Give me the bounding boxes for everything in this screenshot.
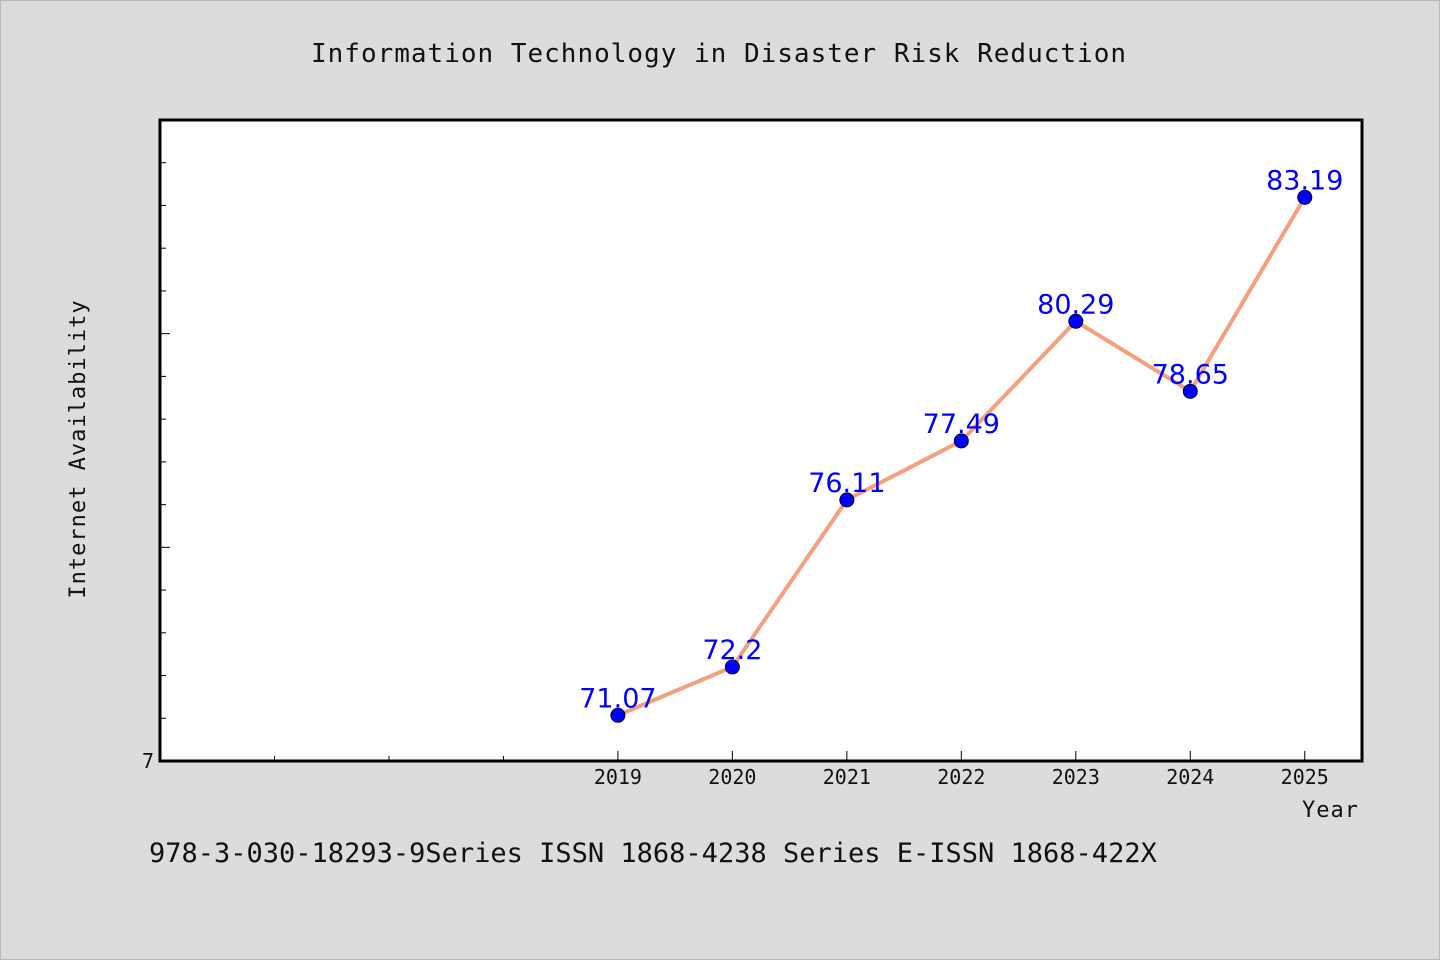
data-point bbox=[1068, 313, 1084, 329]
y-axis-ticks: 7 bbox=[142, 119, 170, 773]
x-axis-ticks: 2019 2020 2021 2022 2023 2024 2025 bbox=[273, 751, 1329, 789]
x-tick-label: 2022 bbox=[937, 765, 985, 789]
y-axis-label: Internet Availability bbox=[66, 299, 91, 598]
chart-title: Information Technology in Disaster Risk … bbox=[311, 39, 1127, 69]
data-point bbox=[724, 659, 740, 675]
x-tick-label: 2023 bbox=[1052, 765, 1100, 789]
y-tick-label: 7 bbox=[142, 749, 154, 773]
x-tick-label: 2025 bbox=[1281, 765, 1329, 789]
x-tick-label: 2024 bbox=[1166, 765, 1214, 789]
x-tick-label: 2021 bbox=[823, 765, 871, 789]
x-axis-label: Year bbox=[1302, 798, 1359, 823]
data-point bbox=[1182, 383, 1198, 399]
x-tick-label: 2019 bbox=[594, 765, 642, 789]
data-point bbox=[610, 707, 626, 723]
data-point bbox=[953, 433, 969, 449]
plot-area bbox=[158, 118, 1364, 763]
data-point bbox=[1297, 189, 1313, 205]
data-point bbox=[839, 492, 855, 508]
footer-text: 978-3-030-18293-9Series ISSN 1868-4238 S… bbox=[149, 838, 1157, 869]
x-tick-label: 2020 bbox=[708, 765, 756, 789]
